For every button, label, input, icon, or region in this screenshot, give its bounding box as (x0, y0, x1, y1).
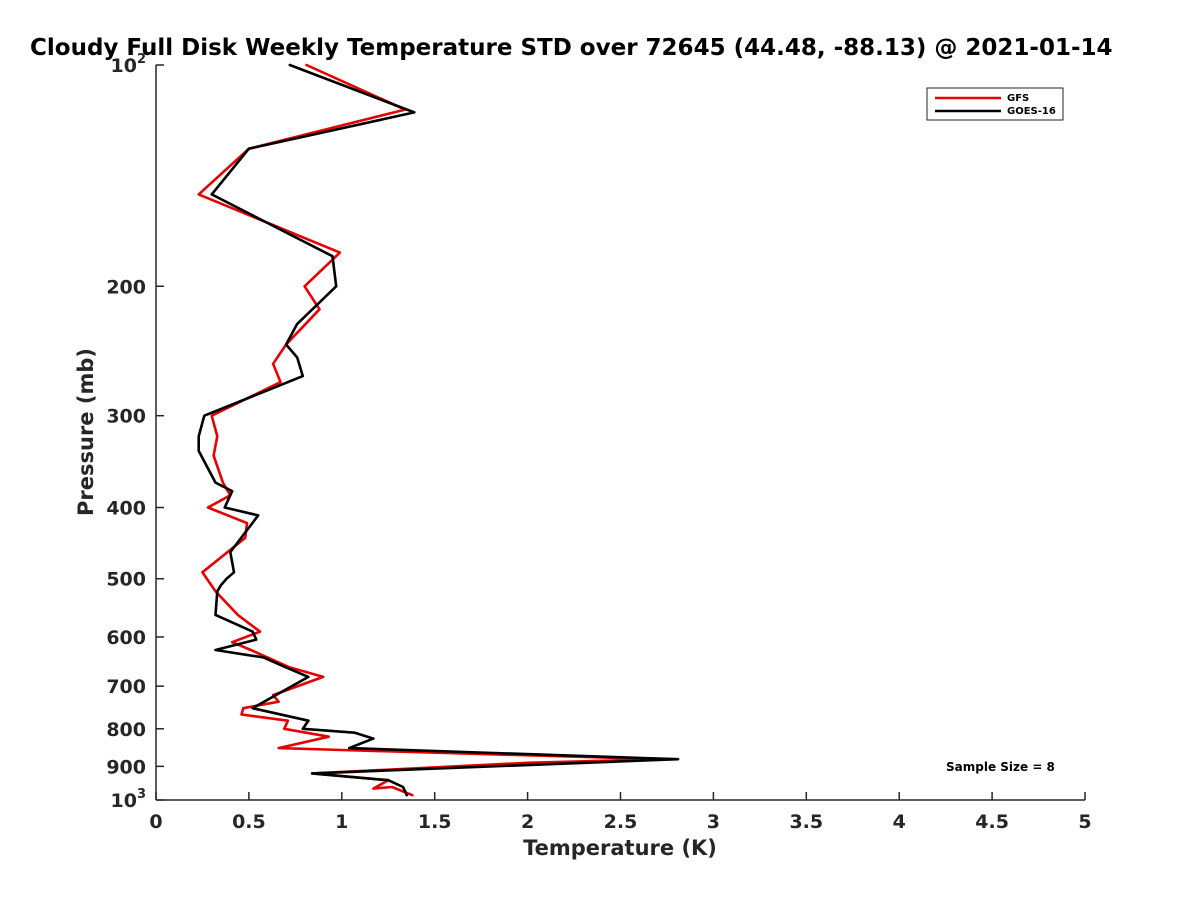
x-tick-label: 2.5 (604, 811, 638, 833)
x-tick-label: 1.5 (418, 811, 452, 833)
x-tick-label: 3 (707, 811, 720, 833)
x-tick-label: 5 (1078, 811, 1091, 833)
y-tick-label: 102 (111, 52, 147, 77)
x-tick-label: 4.5 (975, 811, 1009, 833)
y-tick-label: 800 (106, 719, 146, 741)
y-axis-label: Pressure (mb) (74, 348, 98, 516)
x-tick-label: 1 (335, 811, 348, 833)
series-line-gfs (197, 63, 665, 797)
series-line-goes-16 (197, 63, 680, 797)
y-tick-label: 200 (106, 276, 146, 298)
legend: GFS GOES-16 (926, 87, 1064, 121)
y-tick-label: 700 (106, 676, 146, 698)
y-tick-label: 400 (106, 498, 146, 520)
y-tick-label: 300 (106, 406, 146, 428)
x-tick-label: 0.5 (232, 811, 266, 833)
legend-label-gfs: GFS (1007, 93, 1029, 104)
y-axis-ticks: 102 200 300 400 500 600 700 800 900 103 (106, 52, 164, 812)
x-axis-ticks: 0 0.5 1 1.5 2 2.5 3 3.5 4 4.5 5 (149, 792, 1092, 833)
x-tick-label: 3.5 (789, 811, 823, 833)
chart-title: Cloudy Full Disk Weekly Temperature STD … (30, 35, 1113, 61)
y-tick-label: 500 (106, 569, 146, 591)
legend-label-goes16: GOES-16 (1007, 106, 1056, 117)
legend-box (926, 87, 1064, 121)
x-tick-label: 4 (893, 811, 906, 833)
x-axis-label: Temperature (K) (523, 836, 717, 860)
sample-size-annotation: Sample Size = 8 (946, 760, 1055, 774)
x-tick-label: 0 (149, 811, 162, 833)
y-tick-label: 103 (111, 787, 147, 812)
series-lines (197, 63, 680, 797)
y-tick-label: 600 (106, 627, 146, 649)
y-tick-label: 900 (106, 756, 146, 778)
x-tick-label: 2 (521, 811, 534, 833)
